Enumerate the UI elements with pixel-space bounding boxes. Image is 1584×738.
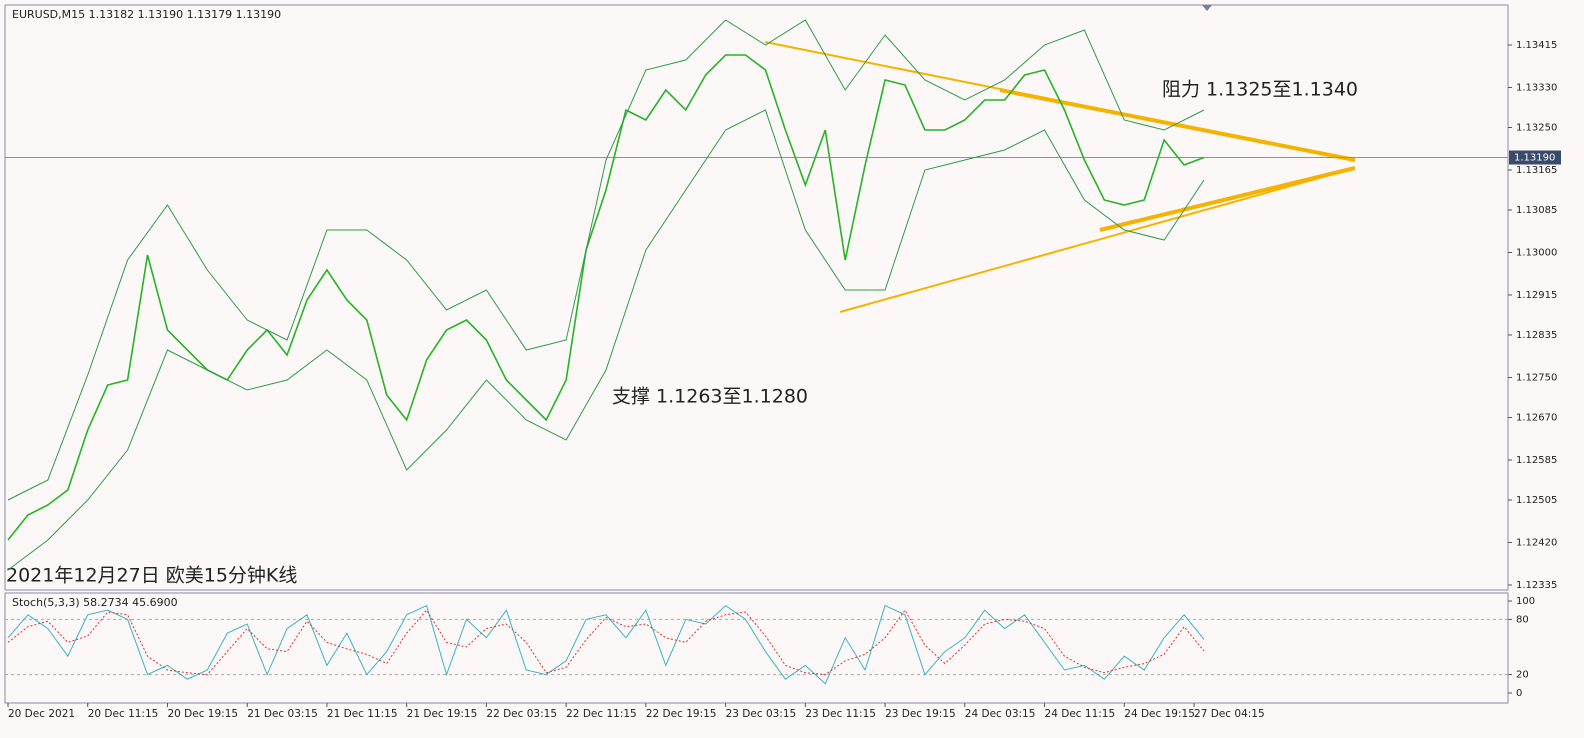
main-frame <box>4 4 1509 591</box>
y-tick-label: 80 <box>1516 614 1529 625</box>
x-tick-label: 22 Dec 11:15 <box>566 708 637 720</box>
x-tick-label: 23 Dec 03:15 <box>726 708 797 720</box>
y-tick-label: 1.12335 <box>1516 580 1557 591</box>
stoch-frame <box>4 592 1509 704</box>
x-tick-label: 23 Dec 11:15 <box>805 708 876 720</box>
shift-marker <box>1202 5 1212 11</box>
y-tick-label: 1.13000 <box>1516 248 1557 259</box>
series-line <box>7 604 1205 685</box>
x-tick-label: 20 Dec 11:15 <box>88 708 159 720</box>
x-tick-label: 23 Dec 19:15 <box>885 708 956 720</box>
annotation: 2021年12月27日 欧美15分钟K线 <box>6 565 297 587</box>
x-tick-label: 20 Dec 2021 <box>8 708 75 720</box>
y-tick-label: 100 <box>1516 596 1535 607</box>
y-tick-label: 1.13250 <box>1516 123 1557 134</box>
x-tick-label: 22 Dec 03:15 <box>486 708 557 720</box>
series-line <box>7 109 1205 571</box>
x-tick-label: 24 Dec 19:15 <box>1124 708 1195 720</box>
resistance-arrow <box>999 88 1356 162</box>
support-arrow <box>1099 166 1356 232</box>
x-tick-label: 20 Dec 19:15 <box>167 708 238 720</box>
y-tick-label: 1.12420 <box>1516 538 1557 549</box>
x-tick-label: 27 Dec 04:15 <box>1194 708 1265 720</box>
y-tick-label: 1.12915 <box>1516 290 1557 301</box>
annotation: 阻力 1.1325至1.1340 <box>1162 79 1358 101</box>
series-line <box>7 609 1205 676</box>
annotation: 支撑 1.1263至1.1280 <box>612 386 808 408</box>
series-line <box>7 19 1205 501</box>
x-tick-label: 21 Dec 03:15 <box>247 708 318 720</box>
y-tick-label: 1.13415 <box>1516 40 1557 51</box>
x-tick-label: 24 Dec 03:15 <box>965 708 1036 720</box>
x-tick-label: 21 Dec 19:15 <box>407 708 478 720</box>
y-tick-label: 0 <box>1516 688 1522 699</box>
chart-title: EURUSD,M15 1.13182 1.13190 1.13179 1.131… <box>12 8 281 21</box>
stoch-title: Stoch(5,3,3) 58.2734 45.6900 <box>12 596 178 609</box>
y-tick-label: 1.13085 <box>1516 205 1557 216</box>
y-tick-label: 1.12585 <box>1516 455 1557 466</box>
y-tick-label: 1.13330 <box>1516 83 1557 94</box>
y-tick-label: 1.12505 <box>1516 495 1557 506</box>
support-trend <box>839 167 1356 313</box>
x-tick-label: 21 Dec 11:15 <box>327 708 398 720</box>
y-tick-label: 1.12750 <box>1516 373 1557 384</box>
y-tick-label: 1.13165 <box>1516 165 1557 176</box>
last-price-label: 1.13190 <box>1514 153 1555 164</box>
y-tick-label: 1.12670 <box>1516 413 1557 424</box>
x-tick-label: 22 Dec 19:15 <box>646 708 717 720</box>
y-tick-label: 20 <box>1516 670 1529 681</box>
y-tick-label: 1.12835 <box>1516 330 1557 341</box>
last-price-box <box>1509 150 1561 165</box>
x-tick-label: 24 Dec 11:15 <box>1045 708 1116 720</box>
